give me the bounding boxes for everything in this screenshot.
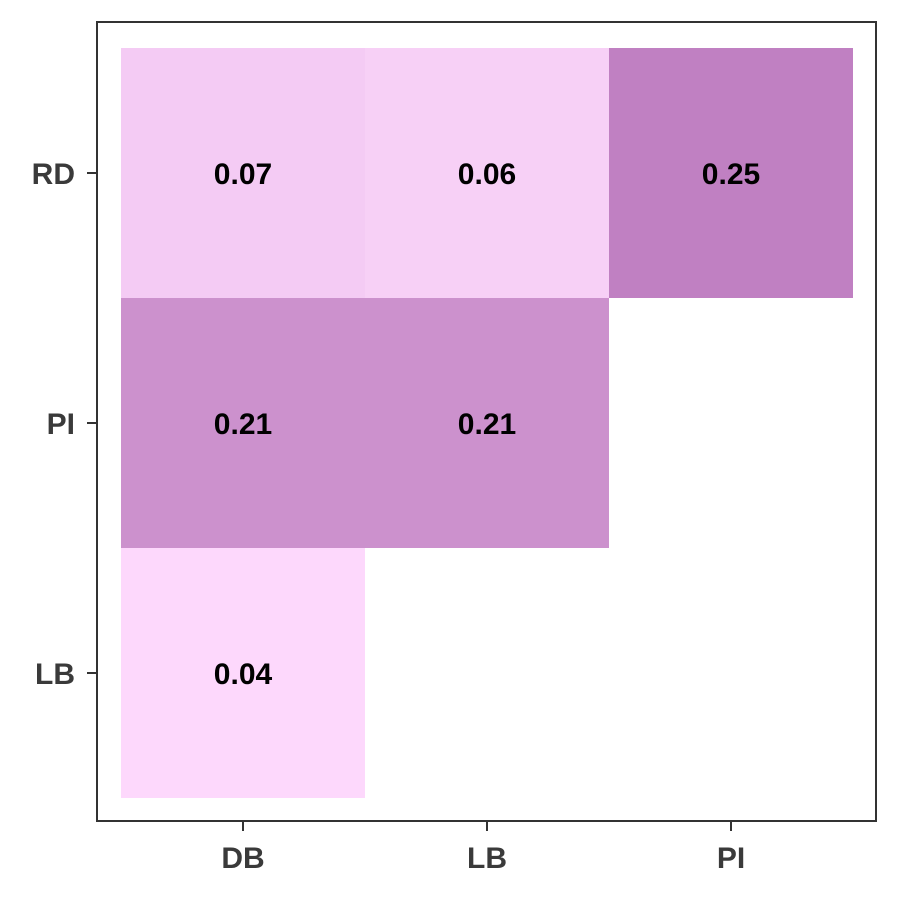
cell-value-label: 0.21 — [458, 408, 516, 441]
heatmap-cell-lb-db — [121, 548, 365, 798]
cell-value-label: 0.06 — [458, 158, 516, 191]
x-axis: DB LB PI — [221, 821, 745, 875]
cell-value-label: 0.21 — [214, 408, 272, 441]
y-tick-label: LB — [35, 658, 75, 691]
x-tick-label: PI — [717, 842, 745, 875]
cell-labels-layer: 0.07 0.06 0.25 0.21 0.21 0.04 — [214, 158, 760, 691]
y-tick-label: RD — [32, 158, 75, 191]
cells-layer — [121, 48, 853, 798]
cell-value-label: 0.04 — [214, 658, 273, 691]
x-tick-label: LB — [467, 842, 507, 875]
heatmap-cell-pi-db — [121, 298, 365, 548]
y-tick-label: PI — [47, 408, 75, 441]
heatmap-cell-pi-lb — [365, 298, 609, 548]
cell-value-label: 0.07 — [214, 158, 272, 191]
heatmap-cell-rd-lb — [365, 48, 609, 298]
y-axis: RD PI LB — [32, 158, 97, 691]
cell-value-label: 0.25 — [702, 158, 760, 191]
x-tick-label: DB — [221, 842, 264, 875]
heatmap-cell-rd-pi — [609, 48, 853, 298]
heatmap-cell-rd-db — [121, 48, 365, 298]
